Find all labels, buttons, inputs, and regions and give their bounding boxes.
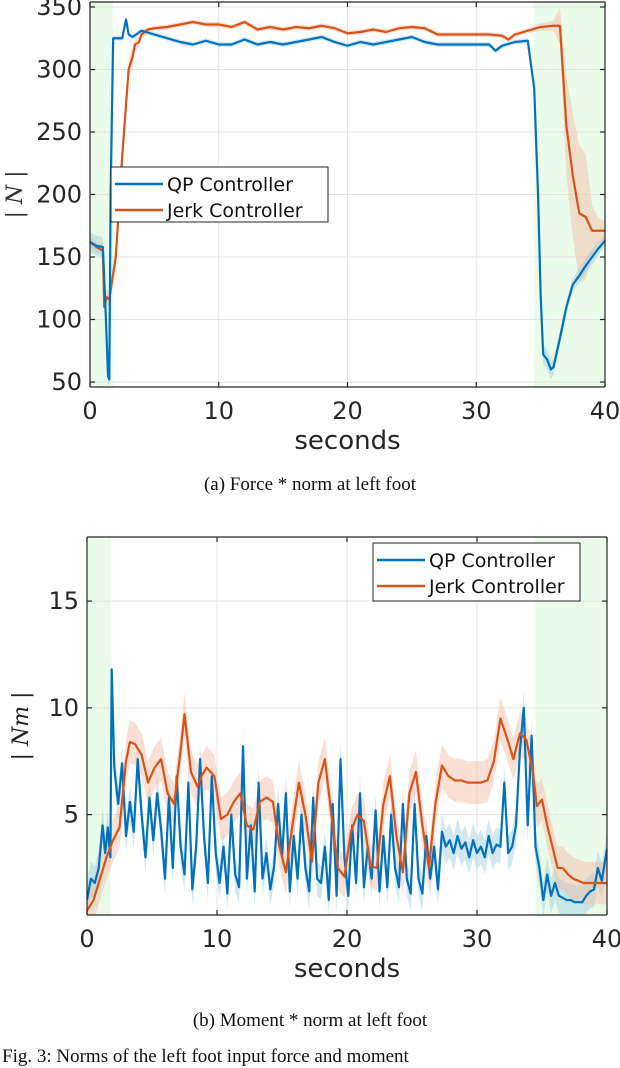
y-tick-label: 50 [51,368,82,396]
y-tick-label: 350 [36,0,82,21]
y-tick-label: 15 [48,587,79,615]
y-tick-label: 100 [36,306,82,334]
qp-controller-line [87,668,607,904]
y-tick-label: 300 [36,56,82,84]
force-norm-plot: 0 10 20 30 40 50 100 150 200 250 300 350 seconds | N … [3,0,620,456]
x-tick-label: 0 [79,925,94,953]
force-norm-caption: (a) Force * norm at left foot [203,474,417,495]
jerk-controller-line [87,713,607,912]
y-tick-label: 10 [48,694,79,722]
legend: QP Controller Jerk Controller [110,166,329,223]
y-tick-label: 250 [36,118,82,146]
y-tick-label: 150 [36,243,82,271]
x-axis-label: seconds [294,426,400,456]
legend-entry-label: Jerk Controller [166,200,303,222]
contact-phase-shade [87,537,111,915]
axes [86,536,608,916]
y-axis-label: | N | [3,170,28,218]
x-tick-label: 30 [462,925,493,953]
y-axis-label: | Nm | [9,692,34,761]
moment-norm-plot: 0 10 20 30 40 5 10 15 seconds | Nm | QP Controller… [9,536,620,984]
moment-norm-chart: 0 10 20 30 40 5 10 15 seconds | Nm | QP Controller… [0,520,620,1000]
legend-entry-label: QP Controller [429,550,555,572]
qp-controller-line [90,18,605,381]
x-tick-label: 40 [590,397,620,425]
x-tick-label: 40 [592,925,620,953]
y-tick-label: 200 [36,181,82,209]
figure-caption: Fig. 3: Norms of the left foot input for… [2,1046,409,1067]
x-tick-label: 10 [202,925,233,953]
x-tick-label: 0 [82,397,97,425]
jerk-controller-line [90,20,605,309]
x-tick-label: 20 [332,397,363,425]
x-tick-label: 20 [332,925,363,953]
x-tick-label: 10 [203,397,234,425]
moment-norm-caption: (b) Moment * norm at left foot [192,1010,428,1031]
jerk-confidence-band [87,692,607,915]
x-tick-label: 30 [461,397,492,425]
legend-entry-label: Jerk Controller [428,576,565,598]
axes [89,1,606,388]
legend-entry-label: QP Controller [167,174,293,196]
x-axis-label: seconds [294,954,400,984]
y-tick-label: 5 [64,801,79,829]
legend: QP Controller Jerk Controller [372,542,581,602]
force-norm-chart: 0 10 20 30 40 50 100 150 200 250 300 350 seconds | N … [0,0,620,470]
